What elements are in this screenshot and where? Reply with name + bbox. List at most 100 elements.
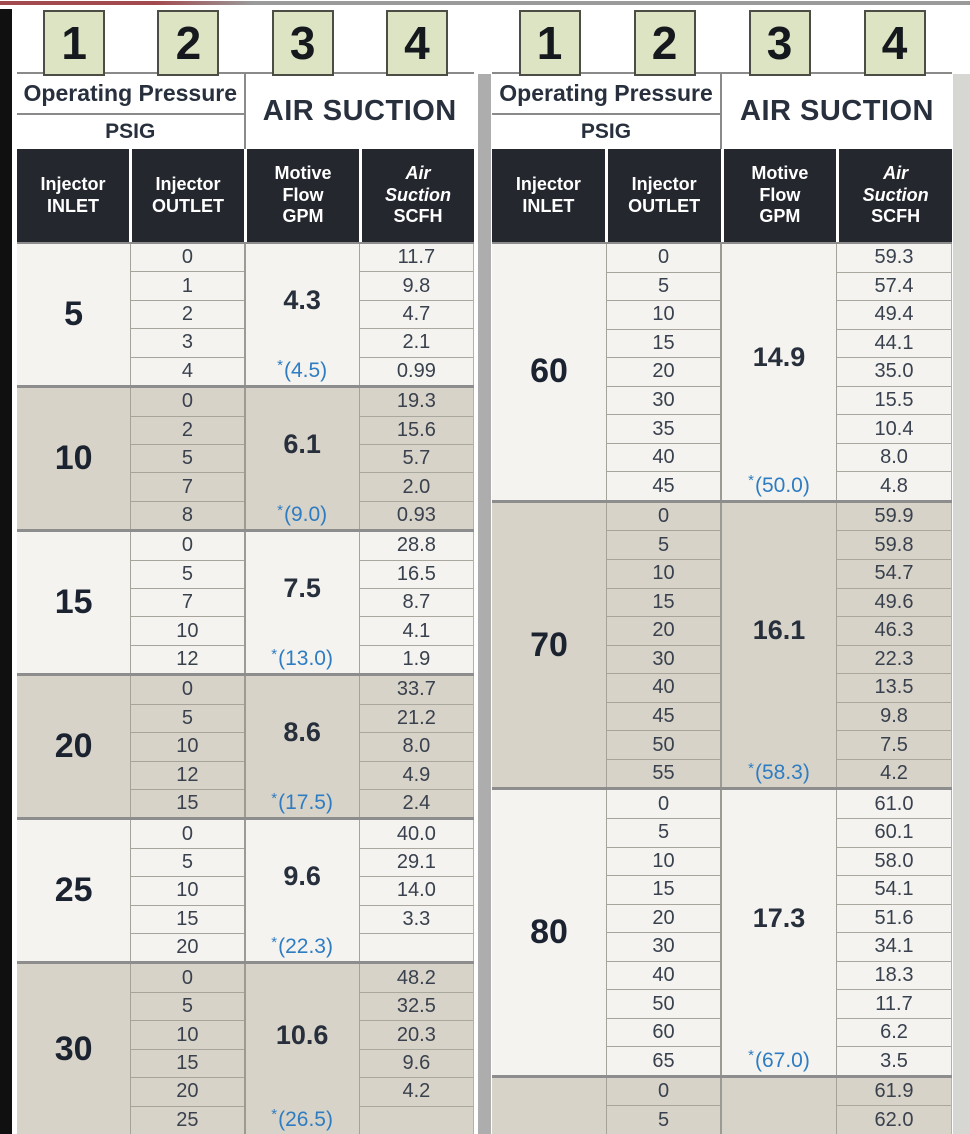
column-header-cell-1: Injector OUTLET: [132, 149, 244, 242]
motive-flow-column: 4.3 * (4.5): [246, 244, 360, 386]
outlet-pressure-cell: 65: [652, 1049, 675, 1072]
air-suction-cell: 0.99: [396, 359, 436, 382]
pressure-group-row: 20 0 5 10 12 15 8.6 * (17.5) 33.7 21.2 8.0 4.9 2.4: [17, 673, 474, 818]
motive-flow-cell: 10.6: [275, 1019, 329, 1050]
air-suction-cell: 19.3: [359, 388, 473, 417]
group-header: Operating Pressure PSIG AIR SUCTION: [492, 72, 952, 149]
outlet-pressure-column: 0 5 10 15 20: [131, 820, 246, 962]
air-suction-cell: 62.0: [874, 1108, 914, 1131]
operating-pressure-label: Operating Pressure: [492, 74, 720, 115]
outlet-pressure-cell: 40: [607, 444, 720, 473]
column-header-cell-1: Injector OUTLET: [607, 149, 721, 242]
pressure-table-right: 1 2 3 4 Operating Pressure PSIG AIR SUCTION Inj…: [492, 8, 952, 1134]
pressure-group-row: 60 0 5 10 15 20 30 35 40 45 14.9 * (50.0) 59.3 57.4 49.…: [492, 242, 952, 500]
column-badge-1: 1: [518, 10, 581, 76]
air-suction-column: 33.7 21.2 8.0 4.9 2.4: [359, 676, 474, 818]
air-suction-cell: 9.8: [837, 703, 951, 732]
air-suction-column: 40.0 29.1 14.0 3.3: [359, 820, 474, 962]
motive-flow-cell: 16.1: [752, 615, 806, 646]
outlet-pressure-cell: 0: [131, 820, 244, 849]
outlet-pressure-cell: 0: [607, 503, 720, 532]
asterisk-icon: *: [271, 789, 278, 807]
column-header-row: Injector INLET Injector OUTLET Motive Flow GPM…: [492, 149, 952, 242]
air-suction-cell: 34.1: [837, 933, 951, 962]
motive-flow-max-value: (67.0): [754, 1048, 810, 1072]
asterisk-icon: *: [277, 357, 283, 375]
column-header-line: Motive: [274, 162, 332, 183]
air-suction-cell: 33.7: [359, 676, 473, 705]
motive-flow-max-note: * (4.5): [246, 357, 359, 385]
inlet-pressure-cell: 5: [17, 244, 132, 386]
outlet-pressure-cell: 55: [652, 762, 675, 785]
outlet-pressure-cell: 5: [607, 819, 720, 848]
motive-flow-cell: 8.6: [283, 717, 321, 748]
motive-flow-max-note: * (9.0): [246, 501, 359, 529]
outlet-pressure-column: 0 5 10 15 20 30 35 40 45: [607, 244, 722, 500]
asterisk-icon: *: [271, 1106, 278, 1124]
column-header-line: OUTLET: [628, 195, 701, 216]
air-suction-cell: 28.8: [359, 532, 473, 561]
air-suction-cell: 3.3: [359, 906, 473, 935]
outlet-pressure-cell: 0: [131, 244, 244, 273]
operating-pressure-label: Operating Pressure: [17, 74, 244, 115]
outlet-pressure-cell: 5: [131, 705, 244, 734]
air-suction-cell: 29.1: [359, 849, 473, 878]
column-badge-4: 4: [385, 10, 448, 76]
outlet-pressure-cell: 30: [607, 646, 720, 675]
outlet-pressure-cell: 2: [131, 417, 244, 445]
inlet-pressure-cell: 15: [17, 532, 132, 674]
air-suction-cell: 21.2: [359, 705, 473, 734]
air-suction-column: 19.3 15.6 5.7 2.0 0.93: [359, 388, 474, 530]
air-suction-cell: 4.1: [359, 617, 473, 646]
air-suction-cell: 59.9: [837, 503, 951, 532]
outlet-pressure-cell: 50: [607, 990, 720, 1019]
outlet-pressure-cell: 15: [607, 876, 720, 905]
outlet-pressure-column: 0 5 10 15 20 25: [131, 964, 246, 1134]
outlet-pressure-cell: 5: [657, 1108, 670, 1131]
asterisk-icon: *: [271, 645, 278, 663]
asterisk-icon: *: [748, 1047, 754, 1065]
column-header-line: Flow: [759, 184, 801, 205]
column-header-cell-3: Air Suction SCFH: [362, 149, 474, 242]
outlet-pressure-cell: 15: [131, 906, 244, 935]
left-edge-bar: [0, 9, 12, 1134]
column-header-line: Injector: [515, 173, 581, 194]
air-suction-cell: 7.5: [837, 731, 951, 760]
motive-flow-column: 17.3 * (67.0): [722, 790, 837, 1075]
motive-flow-cell: 9.6: [283, 861, 321, 892]
outlet-pressure-cell: 5: [131, 993, 244, 1022]
column-header-cell-2: Motive Flow GPM: [247, 149, 359, 242]
outlet-pressure-cell: 3: [131, 329, 244, 358]
outlet-pressure-cell: 0: [131, 964, 244, 993]
air-suction-cell: 32.5: [359, 993, 473, 1022]
outlet-pressure-cell: 15: [607, 330, 720, 359]
column-header-line: Injector: [40, 173, 106, 194]
air-suction-cell: 9.8: [359, 272, 473, 301]
pressure-group-row: 25 0 5 10 15 20 9.6 * (22.3) 40.0 29.1 14.0 3.3: [17, 817, 474, 962]
air-suction-cell: 44.1: [837, 330, 951, 359]
psig-label: PSIG: [105, 119, 156, 143]
outlet-pressure-cell: 8: [181, 503, 193, 526]
outlet-pressure-cell: 25: [176, 1108, 199, 1131]
motive-flow-column: [722, 1077, 837, 1134]
outlet-pressure-cell: 30: [607, 387, 720, 416]
air-suction-cell: 54.1: [837, 876, 951, 905]
air-suction-cell: 46.3: [837, 617, 951, 646]
air-suction-column: 11.7 9.8 4.7 2.1 0.99: [359, 244, 474, 386]
column-header-line: GPM: [282, 206, 324, 227]
outlet-pressure-cell: 5: [607, 531, 720, 561]
air-suction-cell: 1.9: [402, 648, 431, 671]
column-header-line: Injector: [631, 173, 697, 194]
air-suction-cell: 8.7: [359, 589, 473, 618]
inlet-pressure-cell: 20: [17, 676, 132, 818]
air-suction-cell: 51.6: [837, 905, 951, 934]
air-suction-cell: 4.8: [880, 474, 908, 497]
air-suction-cell: 20.3: [359, 1021, 473, 1050]
column-header-cell-0: Injector INLET: [492, 149, 605, 242]
outlet-pressure-cell: 12: [176, 648, 199, 671]
outlet-pressure-cell: 5: [131, 849, 244, 878]
outlet-pressure-cell: 0: [607, 244, 720, 273]
outlet-pressure-cell: 5: [131, 561, 244, 590]
pressure-group-row: 10 0 2 5 7 8 6.1 * (9.0) 19.3 15.6 5.7 2.0 0.93: [17, 385, 474, 530]
motive-flow-column: 10.6 * (26.5): [246, 964, 360, 1134]
